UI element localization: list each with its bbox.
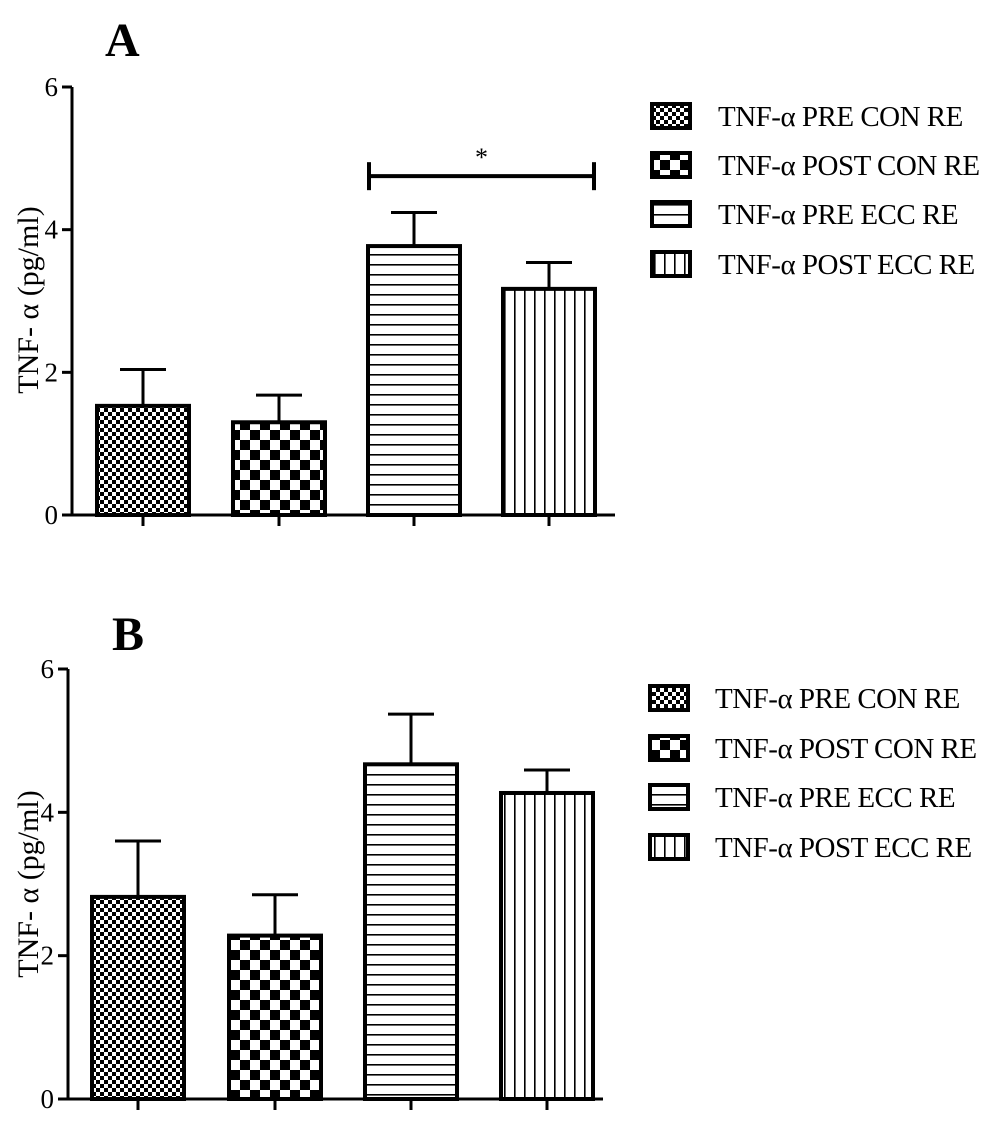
y-tick-label: 0 [45, 500, 59, 530]
significance-label: * [475, 143, 488, 172]
y-tick-label: 2 [45, 357, 59, 387]
significance: * [367, 143, 596, 191]
bar [501, 286, 597, 517]
legend-swatch [648, 734, 690, 762]
y-axis-label: TNF- α (pg/ml) [12, 790, 45, 977]
panel-label: B [112, 608, 144, 661]
bar [95, 403, 191, 517]
bar [227, 933, 323, 1101]
y-tick-label: 0 [41, 1084, 55, 1114]
legend-label: TNF-α PRE CON RE [715, 683, 960, 715]
bars [90, 712, 595, 1110]
y-tick-label: 2 [41, 941, 55, 971]
bar [499, 790, 595, 1101]
legend-swatch [648, 684, 690, 712]
legend-label: TNF-α PRE CON RE [718, 101, 963, 133]
y-tick-label: 4 [41, 797, 55, 827]
legend-swatch [648, 833, 690, 861]
legend-label: TNF-α POST CON RE [715, 733, 977, 765]
legend-label: TNF-α PRE ECC RE [715, 782, 955, 814]
legend-swatch [648, 783, 690, 811]
bar [366, 244, 462, 517]
legend-swatch [650, 200, 692, 228]
legend: TNF-α PRE CON RE TNF-α POST CON RE TNF-α P… [648, 683, 977, 864]
legend-label: TNF-α POST CON RE [718, 150, 980, 182]
bar [231, 420, 327, 517]
legend-label: TNF-α POST ECC RE [718, 249, 975, 281]
panel-label: A [105, 14, 140, 67]
bar [90, 894, 186, 1102]
legend-swatch [650, 250, 692, 278]
legend-label: TNF-α PRE ECC RE [718, 199, 958, 231]
legend-swatch [650, 151, 692, 179]
y-tick-label: 6 [45, 72, 59, 102]
bar [363, 762, 459, 1101]
bars [95, 211, 597, 526]
legend-label: TNF-α POST ECC RE [715, 832, 972, 864]
legend-swatch [650, 102, 692, 130]
legend: TNF-α PRE CON RE TNF-α POST CON RE TNF-α P… [650, 101, 980, 281]
y-tick-label: 6 [41, 654, 55, 684]
panel-a: A TNF- α (pg/ml) 0 2 4 6 * TNF-α PRE CON RE… [12, 14, 980, 530]
y-axis-label: TNF- α (pg/ml) [12, 206, 45, 393]
y-tick-label: 4 [45, 215, 59, 245]
